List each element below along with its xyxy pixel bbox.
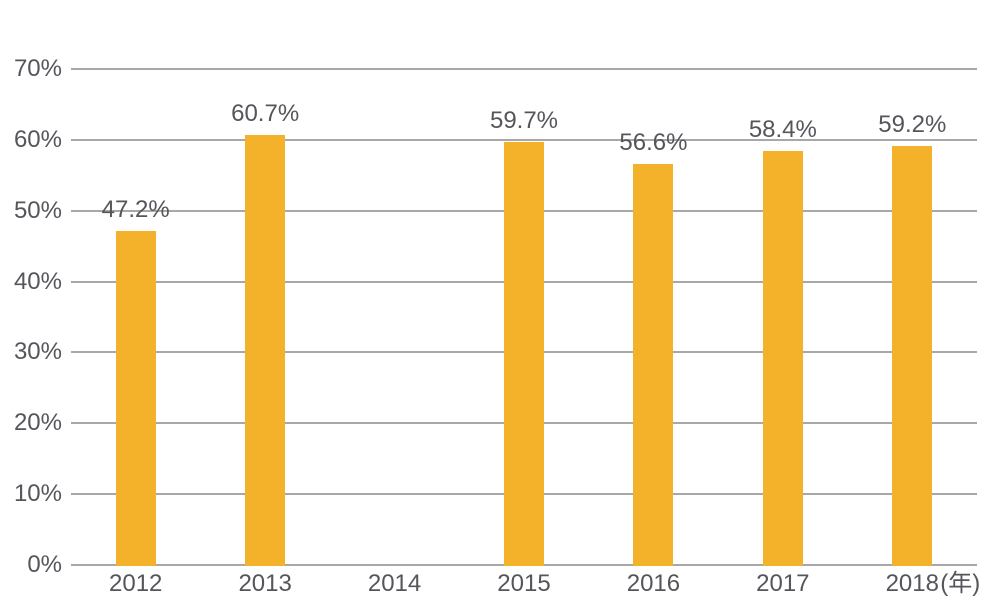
x-tick-label-2012: 2012 (66, 571, 206, 597)
value-label-2018: 59.2% (878, 110, 947, 138)
x-tick-label-2016: 2016 (583, 571, 723, 597)
bar-2016 (633, 163, 674, 566)
x-tick-year: 2012 (109, 570, 163, 597)
y-tick-label: 40% (13, 267, 62, 295)
x-axis-unit-label: (年) (940, 570, 981, 597)
y-tick-label: 60% (13, 125, 62, 153)
y-tick-label: 10% (13, 480, 62, 508)
value-label-2017: 58.4% (748, 116, 817, 144)
bar-2017 (762, 151, 803, 566)
value-label-2016: 56.6% (619, 128, 688, 156)
y-tick-label: 20% (13, 409, 62, 437)
bar-2018 (892, 145, 933, 566)
bar-2013 (245, 134, 286, 566)
y-tick-label: 30% (13, 338, 62, 366)
x-tick-year: 2016 (626, 570, 681, 597)
y-tick-label: 0% (27, 551, 62, 578)
value-label-2015: 59.7% (489, 106, 559, 134)
x-tick-year: 2017 (756, 570, 810, 597)
value-label-2012: 47.2% (101, 195, 170, 223)
x-tick-label-2014: 2014 (325, 571, 465, 597)
x-tick-label-2018: 2018 (年) (842, 571, 982, 597)
gridline (71, 68, 977, 70)
x-tick-year: 2015 (497, 570, 551, 597)
y-tick-label: 50% (13, 196, 62, 224)
bar-2015 (504, 141, 544, 566)
x-tick-year: 2013 (238, 570, 292, 597)
x-tick-label-2015: 2015 (454, 571, 594, 597)
value-label-2013: 60.7% (231, 99, 300, 127)
x-tick-year: 2018 (885, 570, 939, 597)
bar-2012 (115, 230, 156, 566)
x-tick-label-2017: 2017 (713, 571, 853, 597)
x-tick-label-2013: 2013 (195, 571, 335, 597)
gridline (71, 138, 977, 141)
y-tick-label: 70% (13, 55, 62, 82)
x-tick-year: 2014 (367, 570, 422, 597)
